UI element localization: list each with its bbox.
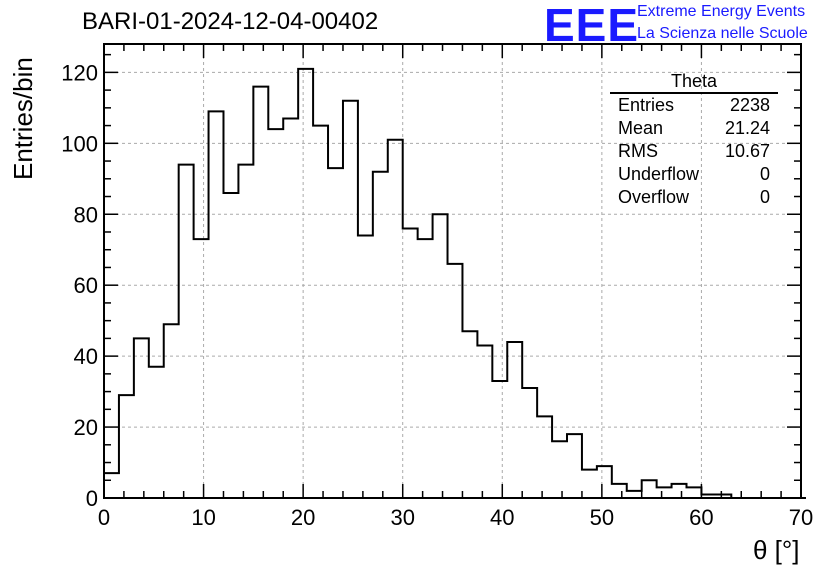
x-tick-label: 0 (98, 505, 110, 530)
y-axis-label: Entries/bin (8, 57, 38, 180)
histogram-bin (268, 129, 283, 498)
histogram-bin (388, 140, 403, 498)
x-tick-label: 70 (789, 505, 813, 530)
histogram-bin (403, 228, 418, 498)
histogram-bin (552, 441, 567, 498)
histogram-bin (283, 118, 298, 498)
logo-line1: Extreme Energy Events (637, 3, 806, 20)
histogram-bin (642, 480, 657, 498)
histogram-bin (358, 236, 373, 498)
x-tick-label: 40 (490, 505, 514, 530)
histogram-bin (448, 264, 463, 498)
stats-value: 0 (759, 187, 770, 207)
histogram-bin (343, 101, 358, 498)
histogram-bin (209, 111, 224, 498)
histogram-bin (418, 239, 433, 498)
histogram-bin (522, 388, 537, 498)
x-axis-label: θ [°] (753, 535, 800, 565)
histogram-bin (164, 324, 179, 498)
histogram-bin (328, 168, 343, 498)
stats-label: Overflow (618, 187, 690, 207)
stats-value: 21.24 (724, 118, 770, 138)
histogram-bin (238, 165, 253, 498)
x-tick-label: 60 (689, 505, 713, 530)
x-tick-label: 50 (590, 505, 614, 530)
stats-row-overflow: Overflow 0 (610, 186, 778, 209)
y-tick-label: 120 (61, 60, 98, 85)
histogram-bin (627, 491, 642, 498)
stats-label: Mean (618, 118, 664, 138)
histogram-bin (119, 395, 134, 498)
histogram-bin (194, 239, 209, 498)
histogram-bin (686, 487, 701, 498)
y-tick-label: 100 (61, 131, 98, 156)
stats-row-entries: Entries 2238 (610, 94, 778, 117)
stats-row-mean: Mean 21.24 (610, 117, 778, 140)
stats-label: Underflow (618, 164, 700, 184)
histogram-bin (313, 126, 328, 498)
histogram-bin (672, 484, 687, 498)
histogram-bin (657, 487, 672, 498)
histogram-bin (104, 473, 119, 498)
histogram-bin (567, 434, 582, 498)
x-tick-label: 30 (390, 505, 414, 530)
plot-frame (103, 43, 802, 499)
stats-label: RMS (618, 141, 658, 161)
y-tick-label: 40 (74, 344, 98, 369)
histogram-bin (612, 484, 627, 498)
histogram-bin (492, 381, 507, 498)
histogram-bin (507, 342, 522, 498)
histogram-bin (253, 87, 268, 498)
x-tick-label: 10 (191, 505, 215, 530)
y-tick-label: 0 (86, 486, 98, 511)
stats-value: 10.67 (724, 141, 770, 161)
histogram-bin (597, 466, 612, 498)
histogram-bin (298, 69, 313, 498)
stats-title: Theta (610, 72, 778, 94)
stats-box: Theta Entries 2238 Mean 21.24 RMS 10.67 … (610, 72, 778, 209)
stats-row-underflow: Underflow 0 (610, 163, 778, 186)
stats-value: 2238 (729, 95, 770, 115)
histogram-bin (582, 470, 597, 498)
y-tick-label: 20 (74, 415, 98, 440)
histogram-bin (477, 345, 492, 498)
stats-value: 0 (759, 164, 770, 184)
x-tick-label: 20 (291, 505, 315, 530)
histogram-bin (149, 367, 164, 498)
y-tick-label: 60 (74, 273, 98, 298)
eee-logo: EEE (544, 0, 640, 51)
logo-line2: La Scienza nelle Scuole (637, 25, 808, 42)
histogram-series (104, 67, 806, 499)
histogram-bin (134, 338, 149, 498)
histogram-bin (373, 172, 388, 498)
y-tick-label: 80 (74, 202, 98, 227)
histogram-bin (223, 193, 238, 498)
histogram-bin (537, 416, 552, 498)
stats-row-rms: RMS 10.67 (610, 140, 778, 163)
histogram-bin (179, 165, 194, 498)
stats-label: Entries (618, 95, 675, 115)
run-title: BARI-01-2024-12-04-00402 (82, 8, 379, 35)
